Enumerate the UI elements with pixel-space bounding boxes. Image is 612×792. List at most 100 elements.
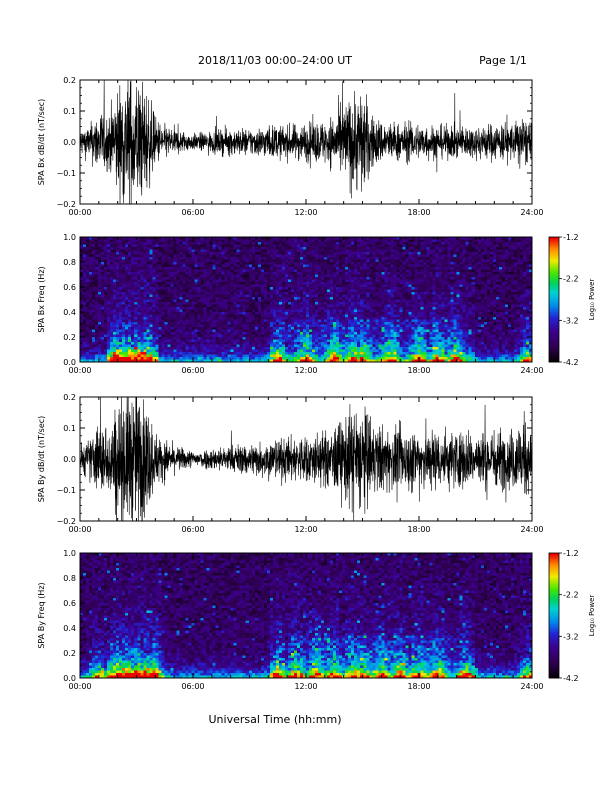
heatmap-cell [330,244,334,248]
heatmap-cell [92,289,96,293]
heatmap-cell [104,292,108,295]
heatmap-cell [164,267,168,270]
heatmap-cell [212,299,216,303]
heatmap-cell [194,242,198,245]
heatmap-cell [170,337,174,340]
heatmap-cell [149,252,153,255]
heatmap-cell [188,307,192,310]
heatmap-cell [170,244,174,248]
heatmap-cell [155,339,159,343]
heatmap-cell [302,277,307,280]
heatmap-cell [251,297,256,300]
heatmap-cell [164,287,168,290]
heatmap-cell [158,349,162,353]
heatmap-cell [185,247,189,250]
heatmap-cell [284,327,289,330]
heatmap-cell [80,299,84,303]
heatmap-cell [104,317,108,320]
heatmap-cell [327,359,331,363]
heatmap-cell [290,302,295,305]
heatmap-cell [212,334,216,338]
heatmap-cell [140,307,144,310]
heatmap-cell [336,239,340,243]
heatmap-cell [260,332,265,335]
heatmap-cell [143,357,147,360]
heatmap-cell [348,354,352,358]
heatmap-cell [315,267,319,270]
heatmap-cell [122,277,126,280]
heatmap-cell [104,289,108,293]
heatmap-cell [312,302,316,305]
heatmap-cell [122,339,126,343]
heatmap-cell [354,269,358,273]
heatmap-cell [119,264,123,268]
heatmap-cell [80,252,84,255]
heatmap-cell [324,237,328,240]
heatmap-cell [218,359,222,363]
heatmap-cell [161,357,165,360]
heatmap-cell [89,352,93,355]
heatmap-cell [104,277,108,280]
heatmap-cell [263,347,268,350]
heatmap-cell [224,242,228,245]
heatmap-cell [236,292,240,295]
heatmap-cell [110,292,114,295]
heatmap-cell [197,274,201,278]
heatmap-cell [275,317,280,320]
heatmap-cell [242,334,247,338]
heatmap-cell [137,294,141,298]
heatmap-cell [372,312,376,315]
heatmap-cell [357,339,361,343]
heatmap-cell [104,247,108,250]
heatmap-cell [290,259,295,263]
heatmap-cell [345,304,349,308]
heatmap-cell [233,332,237,335]
heatmap-cell [224,284,228,288]
heatmap-cell [296,272,301,275]
heatmap-cell [330,284,334,288]
heatmap-cell [146,324,150,328]
heatmap-cell [179,317,183,320]
heatmap-cell [221,287,225,290]
heatmap-cell [155,334,159,338]
heatmap-cell [104,294,108,298]
heatmap-cell [290,242,295,245]
heatmap-cell [92,357,96,360]
heatmap-cell [257,319,262,323]
heatmap-cell [342,322,346,325]
heatmap-cell [185,244,189,248]
heatmap-cell [164,337,168,340]
heatmap-cell [360,292,364,295]
heatmap-cell [98,242,102,245]
heatmap-cell [140,269,144,273]
heatmap-cell [107,334,111,338]
heatmap-cell [95,279,99,283]
heatmap-cell [83,242,87,245]
heatmap-cell [92,342,96,345]
heatmap-cell [215,354,219,358]
heatmap-cell [339,264,343,268]
heatmap-cell [95,314,99,318]
heatmap-cell [339,262,343,265]
heatmap-cell [312,287,316,290]
heatmap-cell [260,309,265,313]
heatmap-cell [315,274,319,278]
heatmap-cell [251,319,256,323]
heatmap-cell [143,284,147,288]
heatmap-cell [203,284,207,288]
heatmap-cell [266,294,271,298]
heatmap-cell [227,247,231,250]
heatmap-cell [89,354,93,358]
heatmap-cell [230,249,234,253]
heatmap-cell [203,252,207,255]
heatmap-cell [339,339,343,343]
heatmap-cell [194,282,198,285]
heatmap-cell [122,337,126,340]
heatmap-cell [155,322,159,325]
heatmap-cell [324,352,328,355]
heatmap-cell [185,262,189,265]
heatmap-cell [98,292,102,295]
heatmap-cell [230,254,234,258]
heatmap-cell [281,287,286,290]
heatmap-cell [345,344,349,348]
